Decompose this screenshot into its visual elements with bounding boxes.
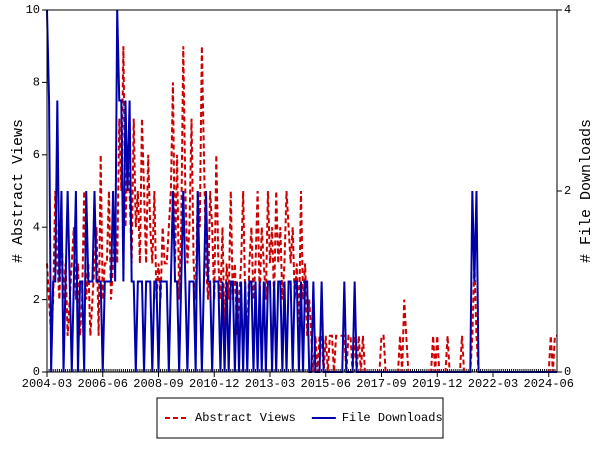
x-tick-label: 2019-12: [412, 377, 462, 391]
y-tick-label: 0: [33, 365, 40, 379]
y2-tick-label: 2: [564, 184, 571, 198]
x-tick-label: 2008-09: [133, 377, 183, 391]
plot-frame: [46, 9, 558, 373]
x-tick-label: 2013-03: [245, 377, 295, 391]
x-tick-label: 2022-03: [468, 377, 518, 391]
legend-label: File Downloads: [342, 411, 443, 425]
y-tick-label: 10: [26, 3, 40, 17]
y-tick-label: 6: [33, 148, 40, 162]
y2-tick-label: 4: [564, 3, 571, 17]
x-tick-label: 2006-06: [78, 377, 128, 391]
x-tick-label: 2015-06: [301, 377, 351, 391]
series-line: [46, 9, 557, 373]
x-tick-label: 2024-06: [524, 377, 574, 391]
legend-label: Abstract Views: [195, 411, 296, 425]
x-tick-label: 2010-12: [189, 377, 239, 391]
y-tick-label: 4: [33, 220, 40, 234]
y2-axis-label: # File Downloads: [578, 119, 595, 263]
y-tick-label: 2: [33, 293, 40, 307]
legend-box: [156, 397, 444, 439]
y-axis-label: # Abstract Views: [10, 119, 27, 263]
x-tick-label: 2004-03: [22, 377, 72, 391]
x-tick-label: 2017-09: [356, 377, 406, 391]
y2-tick-label: 0: [564, 365, 571, 379]
y-tick-label: 8: [33, 76, 40, 90]
